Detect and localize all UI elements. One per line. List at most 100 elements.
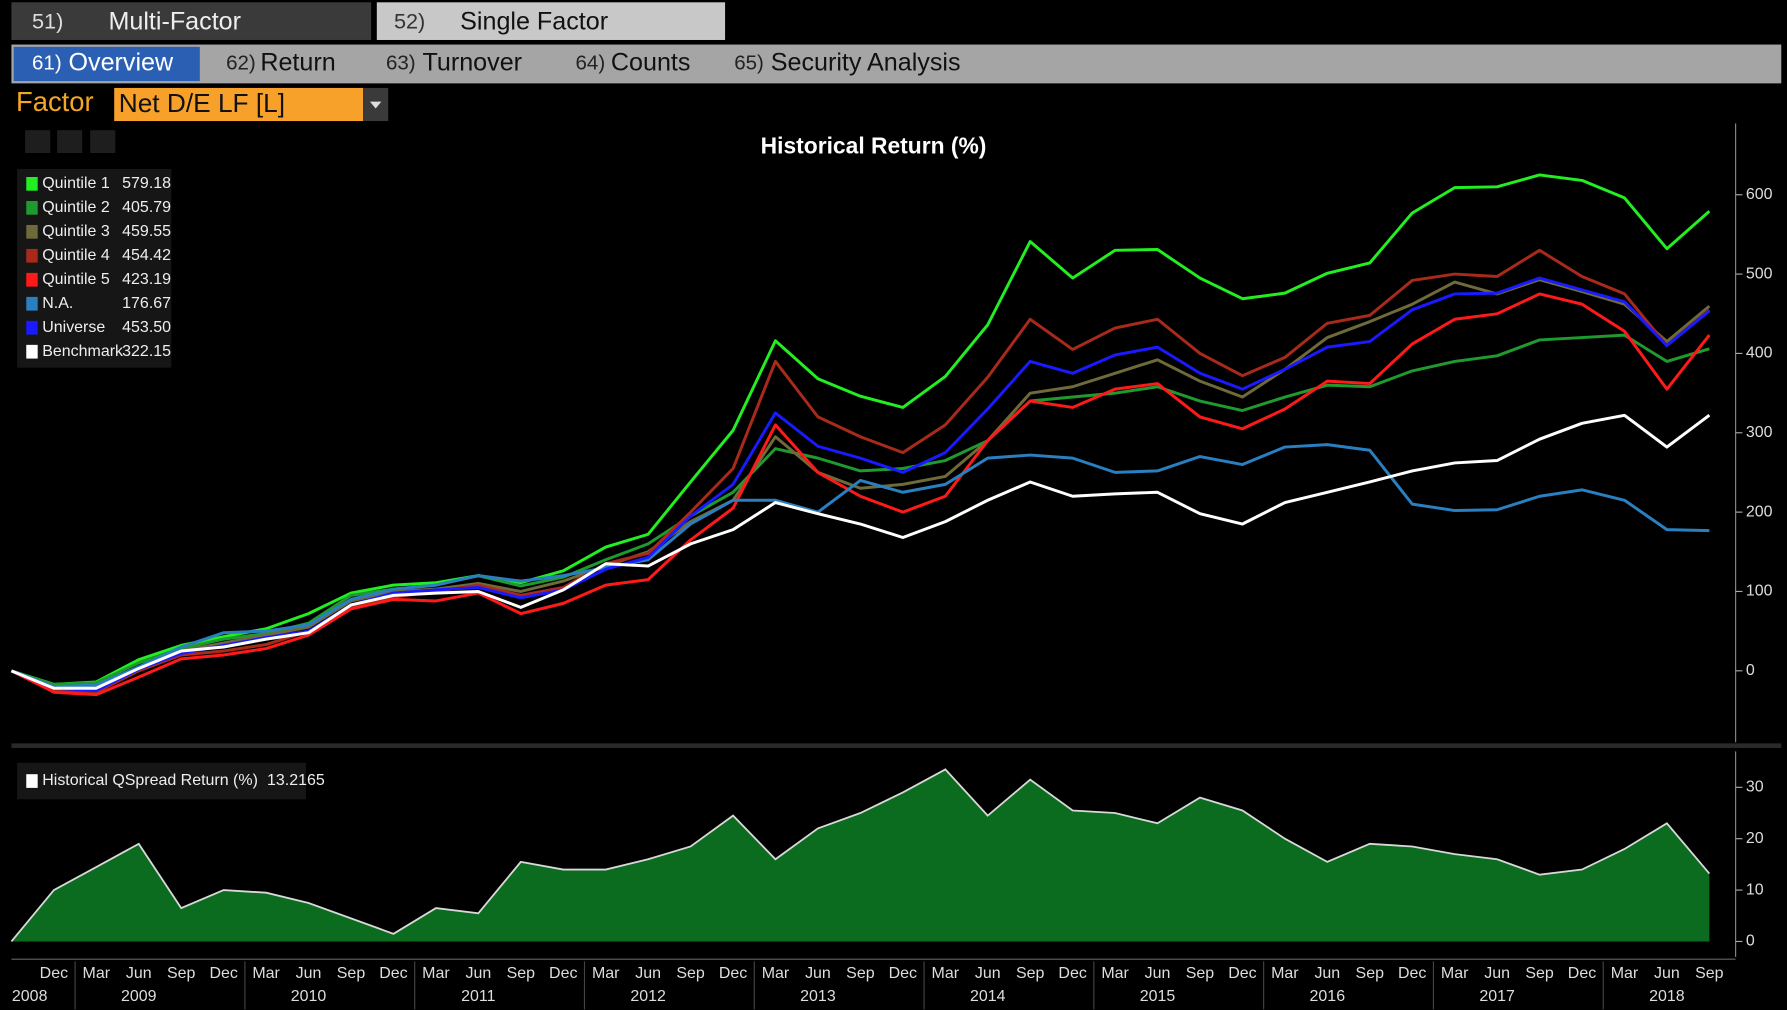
tool-icon[interactable] <box>90 130 116 154</box>
x-tick-label: Dec <box>40 965 68 982</box>
x-tick-label: Jun <box>1314 965 1340 982</box>
x-tick-label: Jun <box>805 965 831 982</box>
x-tick-label: Jun <box>1484 965 1510 982</box>
series-line <box>10 173 1711 686</box>
y-tick-label: 600 <box>1746 186 1773 203</box>
x-tick-label: Mar <box>762 965 790 982</box>
x-tick-label: Sep <box>676 965 705 982</box>
tab[interactable] <box>11 2 372 40</box>
x-tick-label: Dec <box>889 965 917 982</box>
x-tick-label: Sep <box>1016 965 1045 982</box>
legend-label: Quintile 3 <box>42 223 110 240</box>
legend-swatch <box>26 272 38 287</box>
x-tick-label: Mar <box>1611 965 1639 982</box>
x-tick-label: Sep <box>1356 965 1385 982</box>
x-tick-label: Sep <box>1525 965 1554 982</box>
year-label: 2014 <box>970 988 1006 1005</box>
year-label: 2012 <box>630 988 666 1005</box>
legend-swatch <box>26 248 38 263</box>
series-line <box>10 768 1711 943</box>
x-tick-label: Jun <box>126 965 152 982</box>
x-tick-label: Sep <box>1186 965 1215 982</box>
tab-label[interactable]: Single Factor <box>460 7 608 35</box>
legend-swatch <box>26 200 38 215</box>
x-tick-label: Sep <box>1695 965 1724 982</box>
y-tick-label: 0 <box>1746 933 1755 950</box>
x-tick-label: Sep <box>337 965 366 982</box>
legend <box>17 169 172 368</box>
subtab-selected[interactable] <box>13 46 200 82</box>
x-tick-label: Mar <box>422 965 450 982</box>
y-tick-label: 500 <box>1746 265 1773 282</box>
x-tick-label: Jun <box>635 965 661 982</box>
tab-label[interactable]: Multi-Factor <box>108 7 241 35</box>
tool-icon[interactable] <box>57 130 83 154</box>
legend-label: Quintile 2 <box>42 199 110 216</box>
x-tick-label: Dec <box>1398 965 1426 982</box>
year-label: 2016 <box>1310 988 1346 1005</box>
legend-value: 322.15 <box>122 343 171 360</box>
year-label: 2009 <box>121 988 157 1005</box>
series-area <box>11 769 1710 942</box>
legend-value: 405.79 <box>122 199 171 216</box>
x-tick-label: Jun <box>1145 965 1171 982</box>
x-tick-label: Mar <box>83 965 111 982</box>
legend-label: Universe <box>42 319 105 336</box>
legend-swatch <box>26 320 38 335</box>
legend-label: Quintile 1 <box>42 175 110 192</box>
legend-value: 453.50 <box>122 319 171 336</box>
x-tick-label: Mar <box>592 965 620 982</box>
x-tick-label: Dec <box>1228 965 1256 982</box>
year-label: 2015 <box>1140 988 1176 1005</box>
subtab-number: 63) <box>386 51 416 74</box>
factor-value[interactable]: Net D/E LF [L] <box>119 88 285 118</box>
subtab-number: 61) <box>32 51 62 74</box>
dropdown-arrow <box>369 101 382 109</box>
x-tick-label: Mar <box>1101 965 1129 982</box>
legend-value: 579.18 <box>122 175 171 192</box>
x-tick-label: Sep <box>167 965 196 982</box>
subtab-number: 65) <box>734 51 764 74</box>
x-tick-label: Sep <box>507 965 536 982</box>
y-tick-label: 10 <box>1746 881 1764 898</box>
subtab-label[interactable]: Security Analysis <box>771 49 961 77</box>
subtab-label[interactable]: Turnover <box>422 49 522 77</box>
x-tick-label: Dec <box>1058 965 1086 982</box>
y-tick-label: 0 <box>1746 662 1755 679</box>
tab-number: 51) <box>32 9 63 34</box>
legend <box>17 762 307 800</box>
y-tick-label: 300 <box>1746 424 1773 441</box>
series-line <box>10 276 1711 693</box>
tab[interactable] <box>376 2 726 40</box>
legend-label: Benchmark <box>42 343 123 360</box>
y-tick-label: 100 <box>1746 583 1773 600</box>
subtab-label[interactable]: Return <box>260 49 335 77</box>
x-tick-label: Jun <box>1654 965 1680 982</box>
x-tick-label: Mar <box>932 965 960 982</box>
legend-swatch <box>26 177 38 191</box>
subtab-number: 64) <box>575 51 605 74</box>
x-tick-label: Dec <box>719 965 747 982</box>
series-line <box>10 292 1711 697</box>
legend-value: 13.2165 <box>267 772 325 789</box>
year-label: 2017 <box>1479 988 1515 1005</box>
legend-swatch <box>26 224 38 239</box>
x-tick-label: Dec <box>209 965 237 982</box>
factor-dropdown[interactable] <box>114 87 364 122</box>
subtab-number: 62) <box>226 51 256 74</box>
tool-icon[interactable] <box>25 130 51 154</box>
year-label: 2010 <box>291 988 327 1005</box>
subtab-label[interactable]: Overview <box>69 49 175 77</box>
x-tick-label: Mar <box>1271 965 1299 982</box>
x-tick-label: Jun <box>975 965 1001 982</box>
legend-label: Quintile 4 <box>42 247 110 264</box>
x-tick-label: Sep <box>846 965 875 982</box>
x-tick-label: Dec <box>549 965 577 982</box>
series-line <box>10 278 1711 690</box>
subtab-label[interactable]: Counts <box>611 49 691 77</box>
x-tick-label: Dec <box>1568 965 1596 982</box>
legend-value: 459.55 <box>122 223 171 240</box>
legend-value: 176.67 <box>122 295 171 312</box>
legend-label: N.A. <box>42 295 73 312</box>
